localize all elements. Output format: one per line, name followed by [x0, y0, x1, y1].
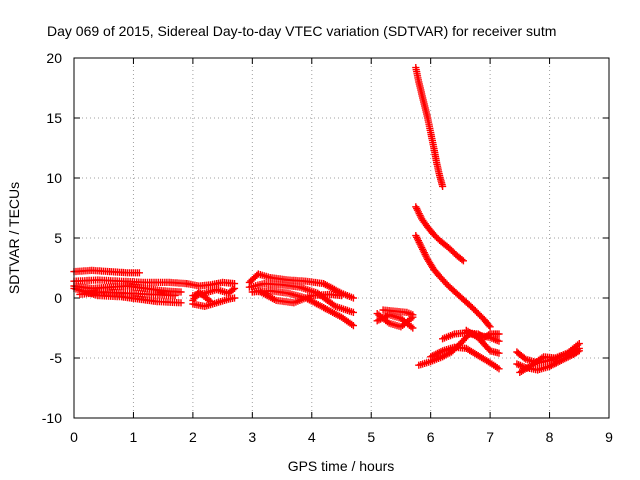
x-tick-label: 1	[130, 429, 138, 445]
series-trace-15	[373, 310, 417, 331]
data-point	[135, 269, 143, 277]
data-point	[337, 292, 346, 300]
y-tick-label: 15	[46, 110, 62, 126]
series-trace-9	[189, 288, 215, 306]
data-point	[171, 292, 179, 300]
data-point	[349, 322, 357, 330]
x-tick-label: 7	[486, 429, 494, 445]
y-tick-label: 10	[46, 170, 62, 186]
series-trace-23	[462, 326, 503, 357]
series-trace-16	[379, 306, 417, 319]
y-tick-labels: -10 -5 0 5 10 15 20	[42, 50, 62, 426]
data-point	[207, 298, 215, 306]
series-trace-18	[412, 203, 467, 265]
y-tick-label: -5	[50, 350, 63, 366]
data-point	[495, 349, 503, 357]
data-point	[409, 311, 417, 319]
series-trace-6	[183, 278, 239, 290]
x-tick-label: 6	[427, 429, 435, 445]
data-point	[349, 308, 357, 316]
series-trace-26	[516, 340, 583, 376]
series-trace-1	[70, 266, 143, 277]
series-trace-13	[254, 287, 346, 307]
x-tick-labels: 0 1 2 3 4 5 6 7 8 9	[70, 429, 613, 445]
x-axis-label: GPS time / hours	[288, 458, 395, 474]
y-tick-label: 5	[54, 230, 62, 246]
data-point	[229, 286, 237, 294]
plot-frame	[73, 57, 610, 419]
x-tick-label: 3	[248, 429, 256, 445]
data-point	[458, 256, 466, 264]
data-point	[486, 323, 494, 331]
data-point	[575, 347, 583, 355]
data-point	[230, 294, 239, 302]
data-point	[574, 348, 582, 356]
x-tick-label: 9	[605, 429, 613, 445]
data-point	[177, 299, 185, 307]
y-axis-label: SDTVAR / TECUs	[6, 182, 22, 294]
data-point	[575, 340, 583, 348]
data-points	[70, 64, 583, 376]
data-point	[416, 240, 424, 248]
x-tick-label: 8	[546, 429, 554, 445]
x-tick-label: 2	[189, 429, 197, 445]
data-point	[485, 321, 493, 329]
y-tick-label: 0	[54, 290, 62, 306]
data-point	[177, 288, 185, 296]
x-tick-label: 4	[308, 429, 316, 445]
series-trace-22	[427, 343, 503, 373]
data-point	[495, 365, 503, 373]
data-point	[459, 257, 467, 265]
x-tick-label: 0	[70, 429, 78, 445]
x-tick-label: 5	[367, 429, 375, 445]
series-trace-17	[412, 64, 447, 190]
data-point	[409, 324, 417, 332]
data-point	[485, 331, 493, 339]
y-tick-label: -10	[42, 410, 62, 426]
data-point	[349, 294, 357, 302]
chart-title: Day 069 of 2015, Sidereal Day-to-day VTE…	[47, 23, 556, 39]
axis-ticks	[73, 57, 610, 419]
series-trace-5	[76, 288, 179, 300]
y-tick-label: 20	[46, 50, 62, 66]
data-point	[495, 337, 503, 345]
data-point	[230, 284, 239, 292]
data-point	[439, 182, 447, 190]
series-trace-19	[412, 232, 494, 331]
series-trace-12	[248, 287, 357, 330]
data-point	[495, 330, 503, 338]
